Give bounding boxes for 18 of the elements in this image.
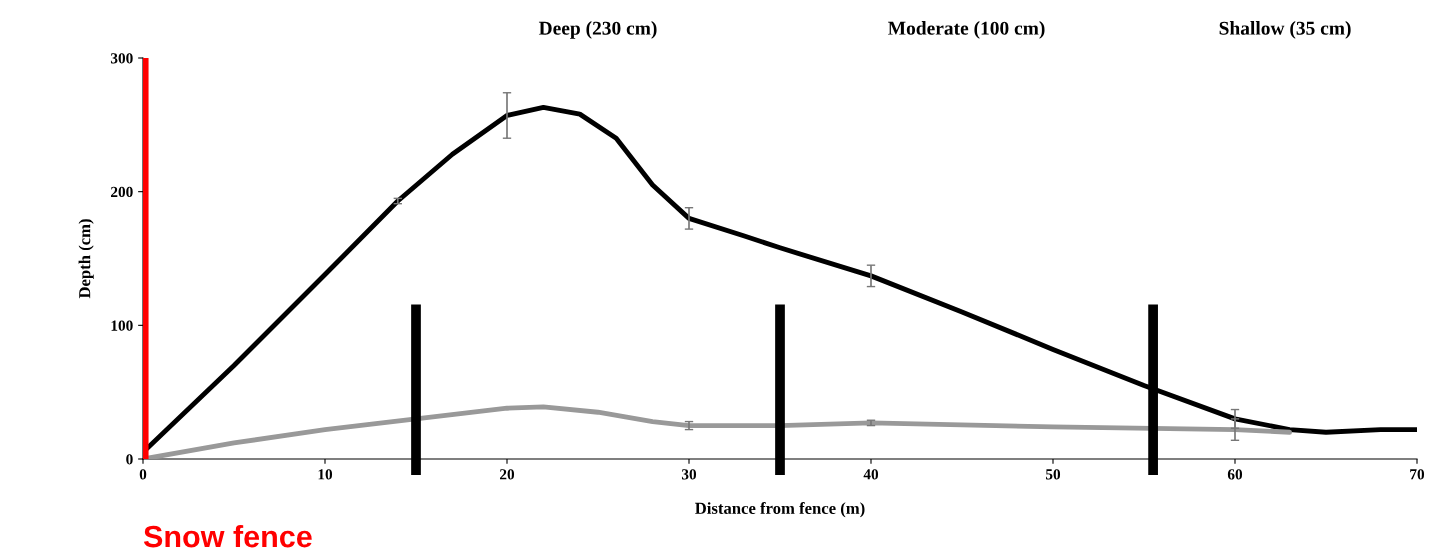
y-tick-label: 100 bbox=[111, 320, 133, 331]
x-tick-label: 60 bbox=[1227, 469, 1243, 480]
x-tick-label: 30 bbox=[681, 469, 697, 480]
x-tick-label: 50 bbox=[1045, 469, 1061, 480]
x-tick-label: 70 bbox=[1410, 469, 1425, 480]
text: Moderate (100 cm) bbox=[888, 21, 1045, 39]
text: Shallow (35 cm) bbox=[1219, 21, 1351, 39]
x-tick-label: 40 bbox=[863, 469, 879, 480]
x-axis-title: Distance from fence (m) bbox=[695, 502, 865, 518]
y-axis-title: Depth (cm) bbox=[78, 219, 94, 299]
x-tick-label: 10 bbox=[318, 469, 333, 480]
y-tick-label: 300 bbox=[110, 53, 133, 64]
x-tick-label: 20 bbox=[500, 469, 515, 480]
y-tick-label: 200 bbox=[111, 186, 133, 198]
y-tick-label: 0 bbox=[126, 454, 133, 465]
x-tick-label: 0 bbox=[139, 469, 147, 480]
text: Deep (230 cm) bbox=[538, 21, 657, 39]
ref-line-label: Snow fence bbox=[143, 524, 312, 548]
